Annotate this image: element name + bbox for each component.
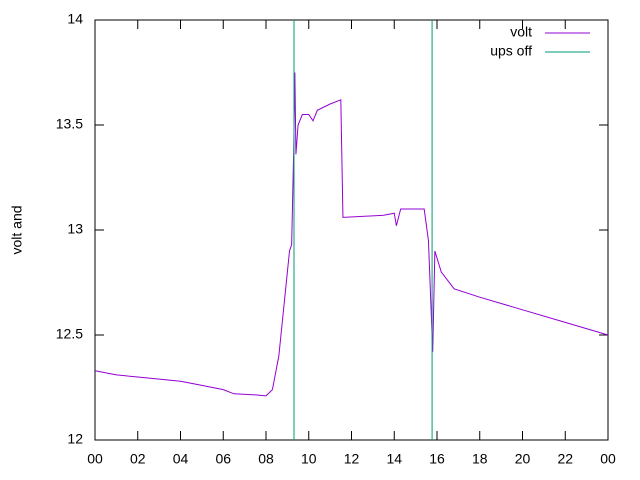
x-tick-label: 22 bbox=[557, 451, 573, 467]
x-tick-label: 00 bbox=[87, 451, 103, 467]
plot-border bbox=[94, 19, 609, 441]
y-tick-label: 13.5 bbox=[56, 116, 83, 132]
x-tick-label: 16 bbox=[429, 451, 445, 467]
x-tick-label: 00 bbox=[600, 451, 616, 467]
y-tick-label: 14 bbox=[67, 11, 83, 27]
x-tick-label: 08 bbox=[258, 451, 274, 467]
x-tick-label: 10 bbox=[301, 451, 317, 467]
y-tick-label: 12 bbox=[67, 431, 83, 447]
x-tick-label: 18 bbox=[472, 451, 488, 467]
x-tick-label: 02 bbox=[130, 451, 146, 467]
x-tick-label: 12 bbox=[344, 451, 360, 467]
legend-label: ups off bbox=[490, 43, 532, 59]
x-tick-label: 14 bbox=[386, 451, 402, 467]
y-tick-label: 13 bbox=[67, 221, 83, 237]
y-axis-label: volt and bbox=[9, 205, 25, 254]
series-line bbox=[94, 72, 609, 397]
y-tick-label: 12.5 bbox=[56, 326, 83, 342]
x-tick-label: 20 bbox=[515, 451, 531, 467]
series-line bbox=[293, 20, 433, 440]
x-tick-label: 04 bbox=[173, 451, 189, 467]
x-tick-label: 06 bbox=[215, 451, 231, 467]
legend-label: volt bbox=[510, 24, 532, 40]
